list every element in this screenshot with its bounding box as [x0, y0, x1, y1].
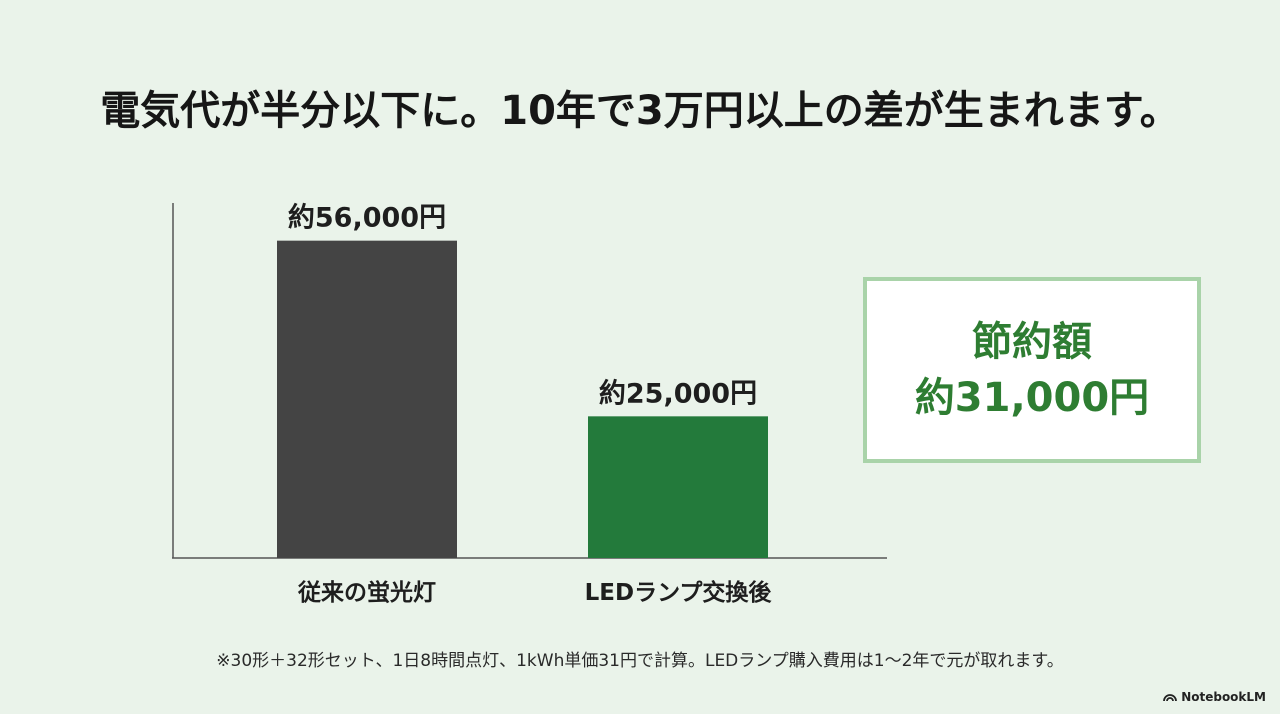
brand-name: NotebookLM: [1181, 690, 1266, 704]
savings-label: 節約額: [972, 319, 1092, 365]
bar-1: [277, 240, 457, 558]
savings-value: 約31,000円: [914, 375, 1150, 421]
category-label-2: LEDランプ交換後: [585, 579, 773, 606]
page-title: 電気代が半分以下に。10年で3万円以上の差が生まれます。: [100, 88, 1180, 134]
savings-box: 節約額 約31,000円: [863, 277, 1201, 463]
bar-value-label-1: 約56,000円: [288, 202, 446, 234]
bar-2: [588, 416, 768, 558]
notebooklm-logo-icon: [1163, 694, 1178, 702]
brand-watermark: NotebookLM: [1163, 690, 1266, 704]
footnote: ※30形＋32形セット、1日8時間点灯、1kWh単価31円で計算。LEDランプ購…: [216, 651, 1064, 671]
bar-value-label-2: 約25,000円: [599, 377, 757, 409]
category-label-1: 従来の蛍光灯: [297, 579, 436, 606]
